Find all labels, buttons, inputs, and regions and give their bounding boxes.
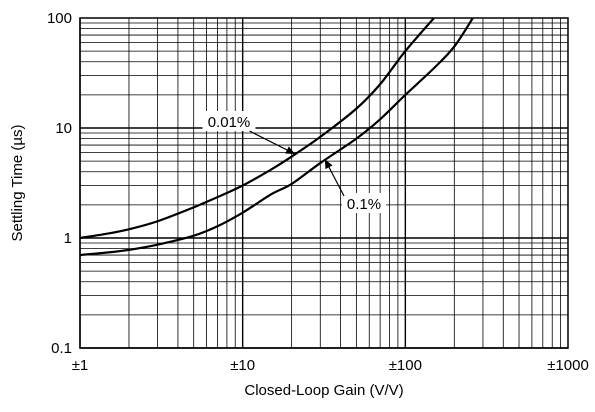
annotation-arrowhead: [285, 146, 296, 155]
x-axis-title: Closed-Loop Gain (V/V): [244, 382, 403, 399]
y-tick-label: 0.1: [51, 340, 72, 357]
y-tick-label: 1: [64, 230, 72, 247]
annotation-arrowhead: [324, 159, 333, 170]
annotation-bg: [342, 193, 386, 213]
annotation-label: 0.1%: [347, 196, 381, 213]
series-line-0-01-: [80, 18, 435, 240]
annotation-label: 0.01%: [208, 114, 251, 131]
x-tick-label: ±100: [389, 357, 422, 374]
series-line-0-1-: [80, 18, 474, 257]
series-lines: [80, 18, 474, 257]
grid: [79, 18, 568, 349]
annotation-bg: [202, 111, 256, 131]
x-tick-label: ±1: [72, 357, 89, 374]
tick-labels: ±1 ±10 ±100 ±1000 0.1 1 10 100: [47, 10, 589, 374]
y-axis-title: Settling Time (µs): [9, 124, 26, 241]
y-tick-label: 10: [55, 120, 72, 137]
annotations: 0.01% 0.1%: [202, 111, 386, 213]
x-tick-label: ±10: [230, 357, 255, 374]
y-tick-label: 100: [47, 10, 72, 27]
plot-frame: [79, 17, 569, 349]
x-tick-label: ±1000: [547, 357, 589, 374]
